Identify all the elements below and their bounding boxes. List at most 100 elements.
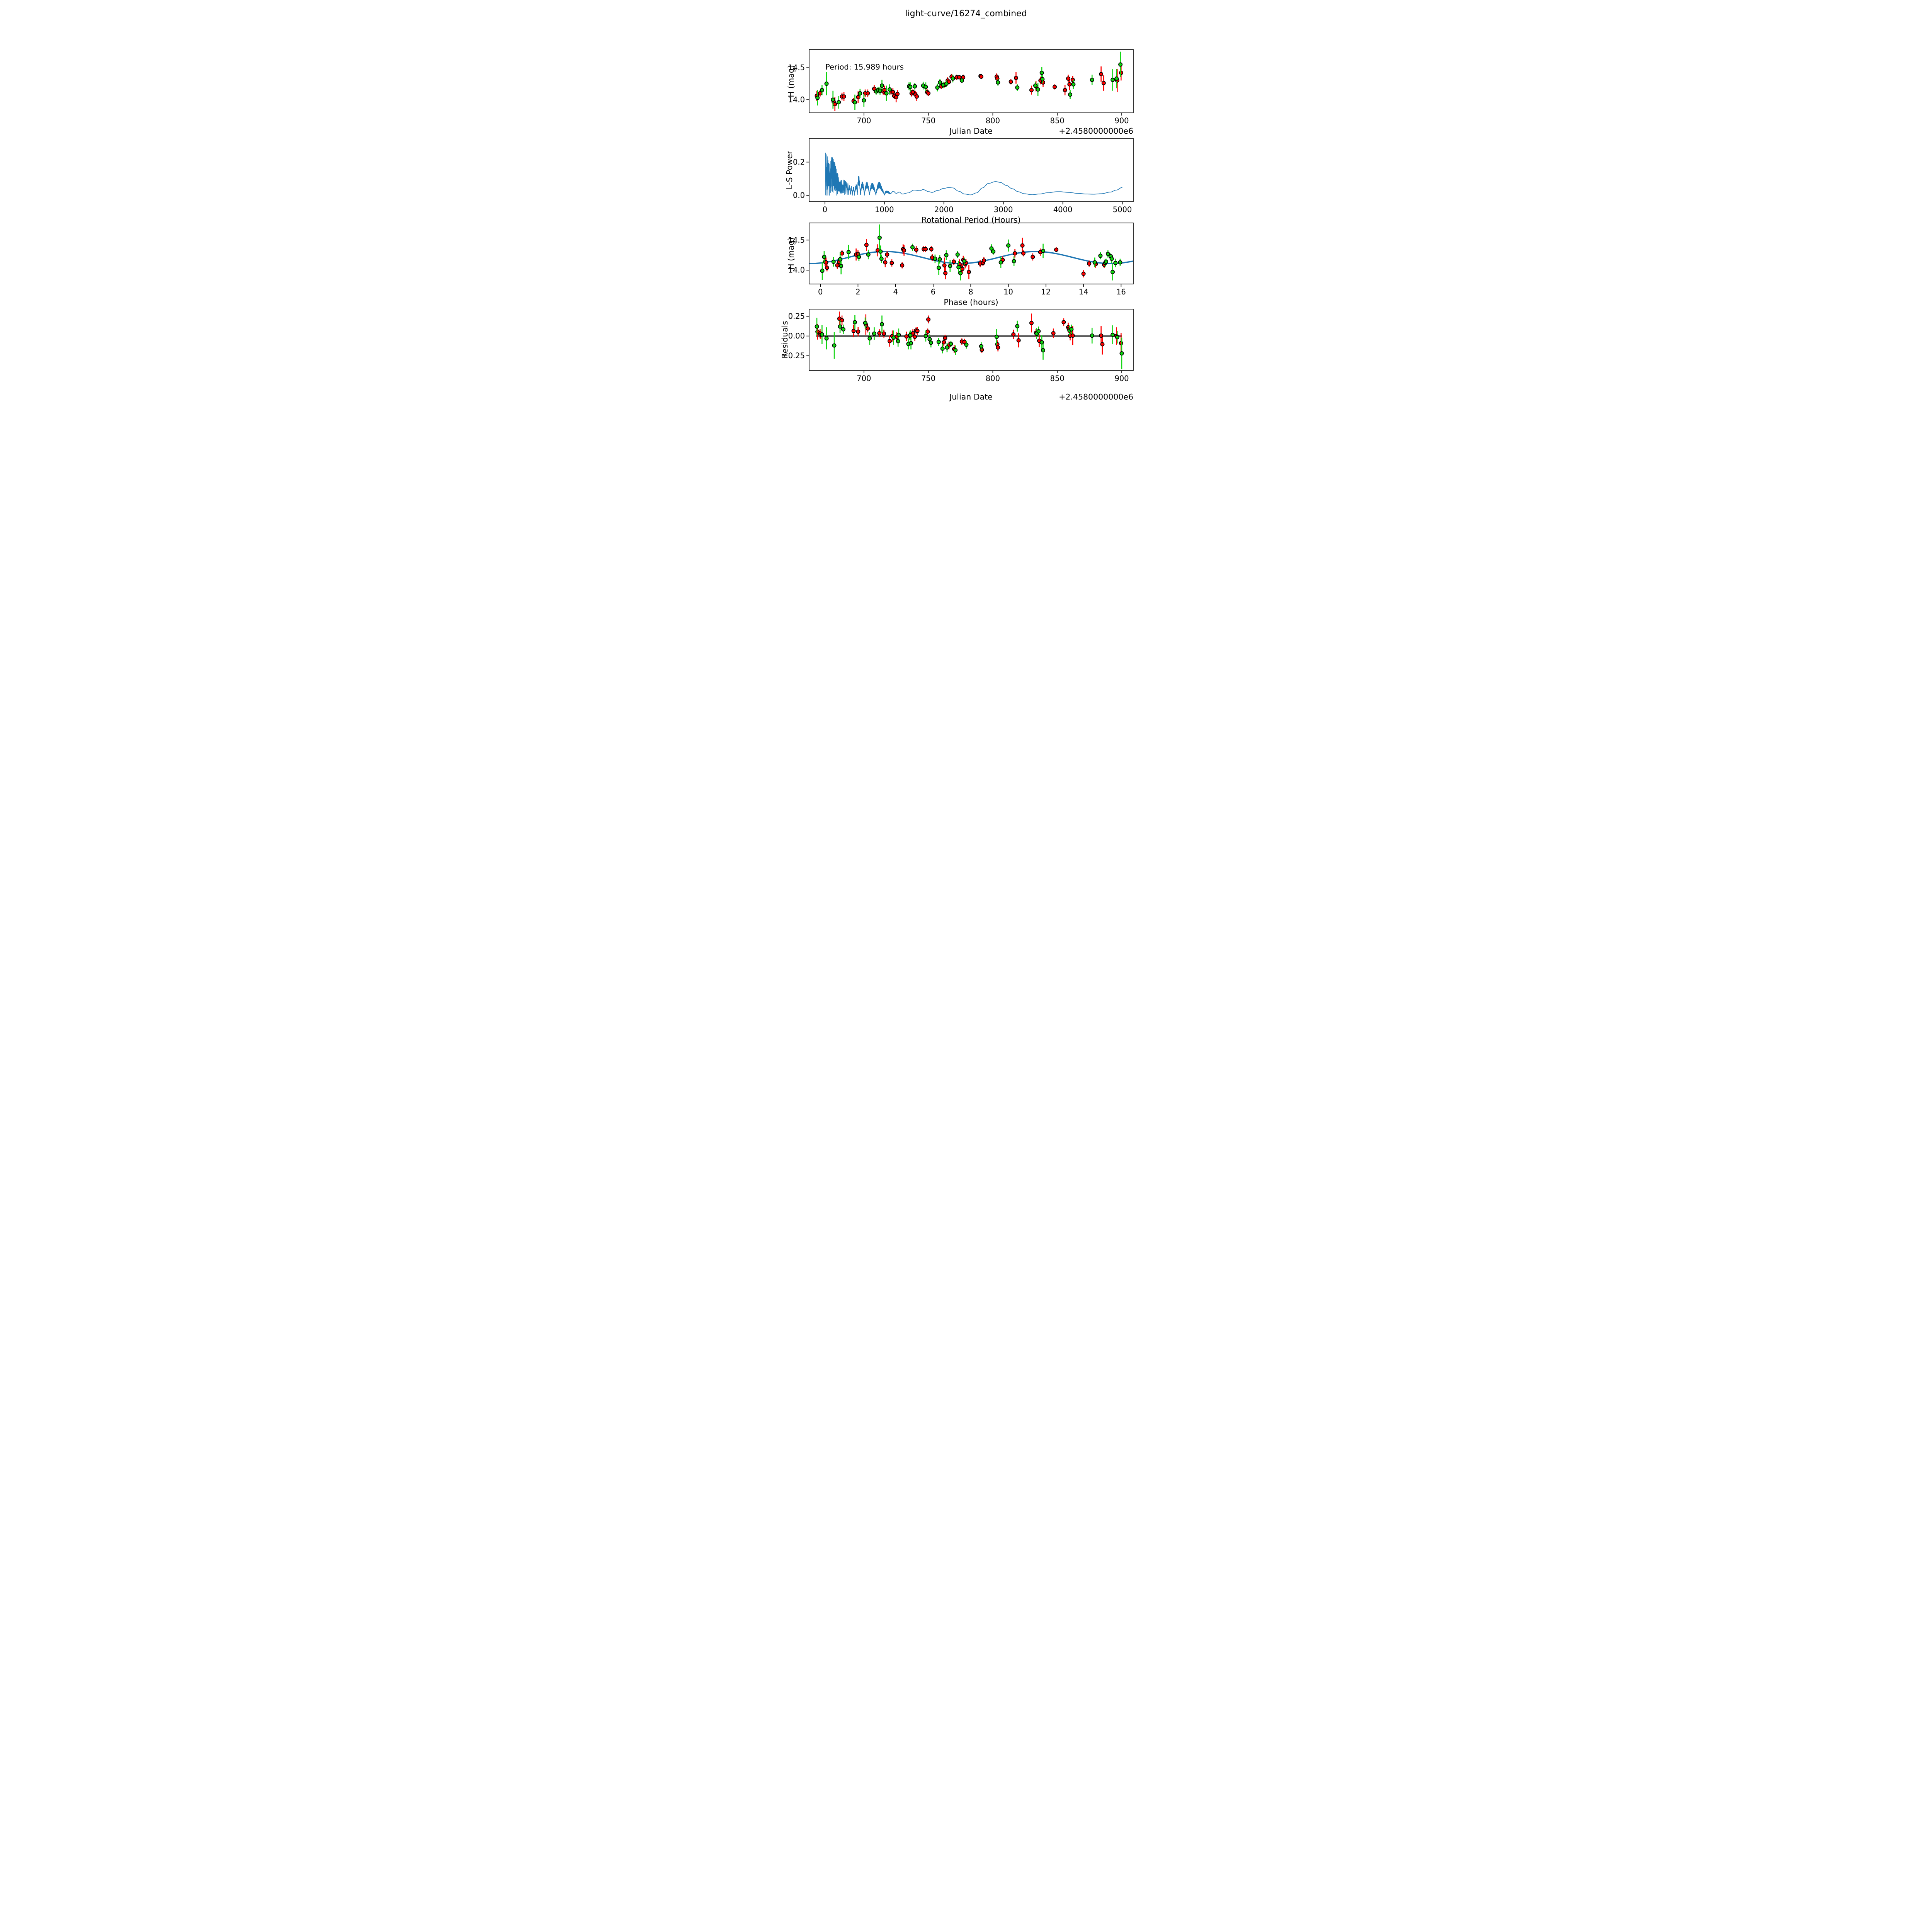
x-tick-label: 800 xyxy=(986,116,1000,125)
panel-light-curve: 700 750 800 850 900 14.0 14.5 xyxy=(788,49,1134,125)
panel4-x-offset-label: +2.4580000000e6 xyxy=(1059,392,1133,401)
green-data-point xyxy=(838,324,842,329)
green-data-point xyxy=(1069,327,1074,332)
green-data-point xyxy=(1109,257,1114,261)
red-data-point xyxy=(1053,85,1057,89)
green-data-point xyxy=(1039,340,1044,345)
red-data-point xyxy=(1119,70,1123,75)
green-data-point xyxy=(832,343,837,348)
green-data-point xyxy=(1036,87,1040,92)
red-data-point xyxy=(966,270,971,274)
green-data-point xyxy=(945,345,949,350)
x-tick-label: 700 xyxy=(857,116,871,125)
residuals-plot-area xyxy=(815,311,1124,369)
red-series xyxy=(823,238,1107,279)
red-data-point xyxy=(902,248,906,253)
red-data-point xyxy=(851,328,856,333)
red-data-point xyxy=(1066,76,1071,81)
green-data-point xyxy=(959,78,964,83)
red-data-point xyxy=(923,247,928,252)
red-data-point xyxy=(943,336,947,340)
green-data-point xyxy=(866,252,871,257)
red-data-point xyxy=(1070,78,1075,82)
red-data-point xyxy=(866,326,870,331)
green-data-point xyxy=(872,331,876,336)
red-data-point xyxy=(1087,261,1092,266)
x-tick-label: 700 xyxy=(857,374,871,383)
green-data-point xyxy=(991,249,996,254)
red-data-point xyxy=(895,92,900,96)
green-data-point xyxy=(944,253,949,257)
x-tick-label: 8 xyxy=(968,287,973,296)
red-data-point xyxy=(952,259,956,264)
x-tick-label: 900 xyxy=(1114,116,1129,125)
red-data-point xyxy=(914,247,918,252)
green-series xyxy=(820,224,1122,281)
green-data-point xyxy=(933,257,937,261)
y-tick-label: −0.25 xyxy=(782,351,805,360)
red-data-point xyxy=(911,90,915,94)
y-tick-label: 14.0 xyxy=(788,266,805,275)
x-tick-label: 900 xyxy=(1114,374,1129,383)
red-data-point xyxy=(926,91,931,95)
red-data-point xyxy=(979,74,983,79)
x-tick-label: 5000 xyxy=(1113,205,1132,214)
red-data-point xyxy=(1119,341,1123,345)
green-data-point xyxy=(841,327,845,332)
green-data-point xyxy=(949,342,953,346)
green-data-point xyxy=(935,85,940,90)
red-data-point xyxy=(856,329,861,334)
red-data-point xyxy=(957,75,962,80)
green-data-point xyxy=(891,335,896,340)
green-data-point xyxy=(909,341,913,345)
green-data-point xyxy=(815,324,819,329)
red-data-point xyxy=(881,331,886,336)
green-data-point xyxy=(852,320,857,325)
panel1-x-axis-label: Julian Date xyxy=(949,126,993,136)
y-tick-label: 0.25 xyxy=(788,312,805,321)
red-data-point xyxy=(891,90,895,94)
red-data-point xyxy=(929,247,934,252)
red-data-point xyxy=(926,317,931,322)
red-data-point xyxy=(1051,331,1056,335)
red-data-point xyxy=(842,94,846,99)
green-series xyxy=(815,315,1124,369)
y-tick-label: 0.0 xyxy=(793,191,805,200)
green-data-point xyxy=(831,259,836,264)
red-data-point xyxy=(913,335,917,339)
green-data-point xyxy=(831,97,835,102)
green-data-point xyxy=(878,249,883,254)
axes-frame xyxy=(809,223,1134,284)
green-data-point xyxy=(820,269,825,273)
green-data-point xyxy=(824,336,829,341)
sinusoid-fit-curve xyxy=(809,251,1133,264)
green-series xyxy=(815,51,1123,110)
red-data-point xyxy=(1101,81,1106,85)
ls-power-curve xyxy=(825,153,1122,196)
red-data-point xyxy=(824,260,828,265)
green-data-point xyxy=(923,85,928,89)
green-data-point xyxy=(1036,329,1041,333)
red-data-point xyxy=(1009,80,1013,84)
figure-title: light-curve/16274_combined xyxy=(905,9,1027,19)
green-data-point xyxy=(938,80,942,85)
green-data-point xyxy=(896,333,901,337)
red-data-point xyxy=(825,265,829,270)
x-tick-label: 0 xyxy=(818,287,823,296)
panel-periodogram: 0 1000 2000 3000 4000 5000 0.0 0.2 xyxy=(793,138,1134,214)
green-data-point xyxy=(1006,243,1011,248)
green-data-point xyxy=(929,340,933,345)
green-data-point xyxy=(955,252,960,257)
red-data-point xyxy=(889,261,894,265)
green-data-point xyxy=(1015,324,1020,328)
green-data-point xyxy=(994,335,999,339)
red-data-point xyxy=(996,345,1000,350)
x-tick-label: 4000 xyxy=(1053,205,1073,214)
green-data-point xyxy=(837,100,841,105)
green-data-point xyxy=(867,336,872,341)
green-data-point xyxy=(820,88,824,92)
green-data-point xyxy=(1119,351,1124,356)
x-tick-label: 4 xyxy=(893,287,898,296)
green-data-point xyxy=(1115,335,1119,340)
x-tick-label: 10 xyxy=(1003,287,1013,296)
